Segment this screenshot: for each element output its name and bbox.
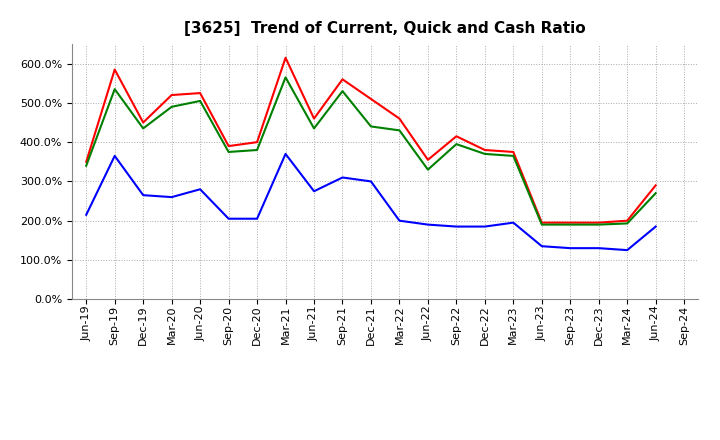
Cash Ratio [652,224,660,229]
Cash Ratio [82,212,91,217]
Cash Ratio [452,224,461,229]
Quick Ratio [338,88,347,94]
Quick Ratio [423,167,432,172]
Quick Ratio [366,124,375,129]
Quick Ratio [509,153,518,158]
Current Ratio [395,116,404,121]
Quick Ratio [452,142,461,147]
Cash Ratio [480,224,489,229]
Current Ratio [110,67,119,72]
Quick Ratio [623,221,631,226]
Quick Ratio [110,87,119,92]
Current Ratio [310,116,318,121]
Quick Ratio [566,222,575,227]
Quick Ratio [310,126,318,131]
Title: [3625]  Trend of Current, Quick and Cash Ratio: [3625] Trend of Current, Quick and Cash … [184,21,586,36]
Cash Ratio [537,244,546,249]
Current Ratio [139,120,148,125]
Current Ratio [509,149,518,154]
Current Ratio [366,96,375,102]
Current Ratio [452,134,461,139]
Cash Ratio [253,216,261,221]
Current Ratio [623,218,631,224]
Line: Current Ratio: Current Ratio [86,58,656,223]
Current Ratio [652,183,660,188]
Quick Ratio [537,222,546,227]
Current Ratio [225,143,233,149]
Current Ratio [253,139,261,145]
Cash Ratio [196,187,204,192]
Cash Ratio [110,153,119,158]
Cash Ratio [395,218,404,224]
Quick Ratio [82,163,91,169]
Cash Ratio [509,220,518,225]
Cash Ratio [282,151,290,157]
Cash Ratio [366,179,375,184]
Cash Ratio [423,222,432,227]
Cash Ratio [338,175,347,180]
Current Ratio [537,220,546,225]
Cash Ratio [623,247,631,253]
Current Ratio [423,157,432,162]
Cash Ratio [595,246,603,251]
Current Ratio [566,220,575,225]
Line: Quick Ratio: Quick Ratio [86,77,656,224]
Current Ratio [196,91,204,96]
Quick Ratio [480,151,489,157]
Line: Cash Ratio: Cash Ratio [86,154,656,250]
Cash Ratio [139,193,148,198]
Quick Ratio [282,75,290,80]
Cash Ratio [225,216,233,221]
Quick Ratio [652,191,660,196]
Quick Ratio [139,126,148,131]
Cash Ratio [167,194,176,200]
Current Ratio [480,147,489,153]
Quick Ratio [167,104,176,110]
Current Ratio [167,92,176,98]
Quick Ratio [595,222,603,227]
Quick Ratio [225,149,233,154]
Quick Ratio [196,98,204,103]
Current Ratio [282,55,290,60]
Current Ratio [338,77,347,82]
Current Ratio [82,159,91,165]
Cash Ratio [566,246,575,251]
Cash Ratio [310,189,318,194]
Quick Ratio [395,128,404,133]
Current Ratio [595,220,603,225]
Quick Ratio [253,147,261,153]
Legend: Current Ratio, Quick Ratio, Cash Ratio: Current Ratio, Quick Ratio, Cash Ratio [189,438,582,440]
